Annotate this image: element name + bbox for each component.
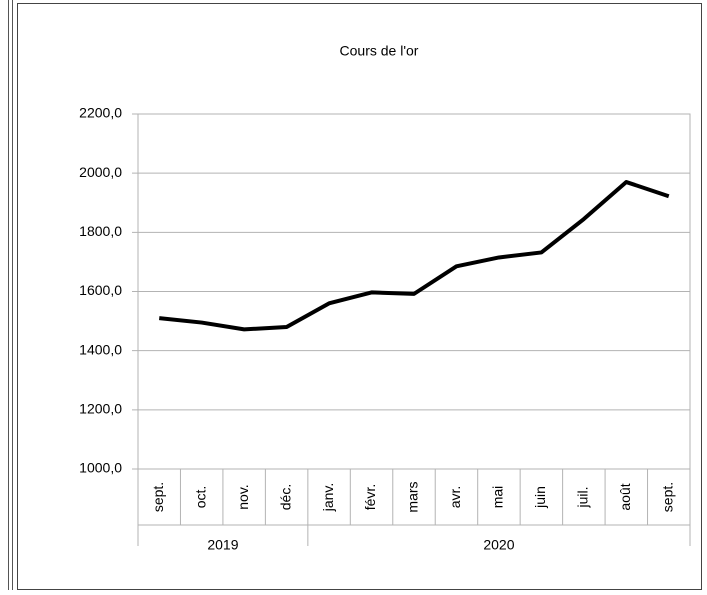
x-tick-label: avr. [447, 486, 463, 509]
x-tick-label: oct. [192, 486, 208, 509]
x-tick-label: mars [405, 481, 421, 512]
x-tick-label: nov. [235, 484, 251, 509]
x-group-label: 2020 [483, 537, 514, 553]
x-tick-label: sept. [150, 482, 166, 512]
x-group-label: 2019 [207, 537, 238, 553]
y-tick-label: 1600,0 [79, 282, 122, 298]
series-line [159, 180, 670, 332]
y-tick-label: 2200,0 [79, 105, 122, 121]
y-tick-label: 1200,0 [79, 401, 122, 417]
x-tick-label: sept. [659, 482, 675, 512]
plot-border [137, 113, 691, 470]
x-tick-label: déc. [277, 484, 293, 510]
chart-title: Cours de l'or [340, 43, 419, 59]
y-tick-label: 2000,0 [79, 164, 122, 180]
x-tick-label: juil. [575, 486, 591, 508]
y-tick-label: 1800,0 [79, 223, 122, 239]
x-tick-label: mai [490, 486, 506, 509]
x-tick-label: févr. [362, 484, 378, 510]
y-tick-label: 1000,0 [79, 460, 122, 476]
x-tick-label: juin [532, 486, 548, 509]
x-tick-label: août [617, 483, 633, 510]
y-tick-label: 1400,0 [79, 341, 122, 357]
x-tick-label: janv. [320, 483, 336, 513]
